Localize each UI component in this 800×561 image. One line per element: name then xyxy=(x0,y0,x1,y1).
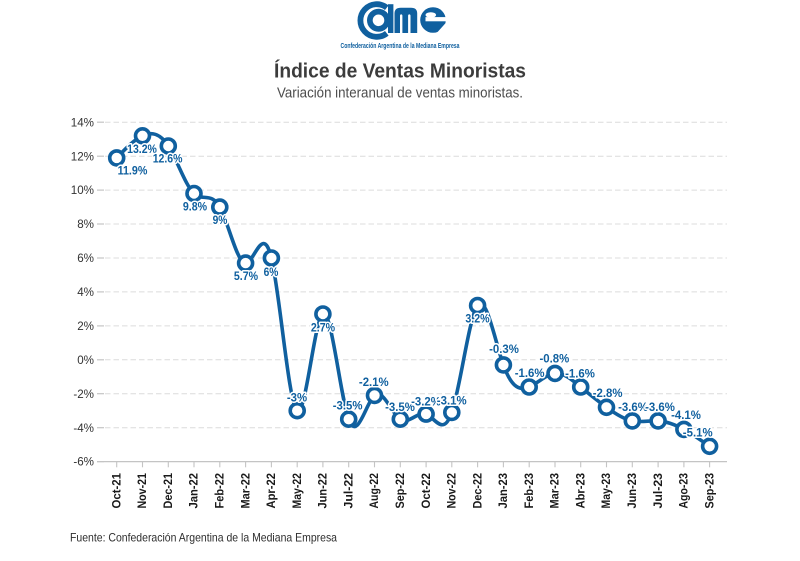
svg-text:2%: 2% xyxy=(77,320,94,333)
svg-text:-3.5%: -3.5% xyxy=(333,401,363,413)
svg-text:Dec-22: Dec-22 xyxy=(471,473,484,509)
svg-text:Abr-23: Abr-23 xyxy=(574,472,587,508)
svg-text:Nov-21: Nov-21 xyxy=(136,473,149,509)
svg-text:2.7%: 2.7% xyxy=(311,323,335,335)
svg-text:12%: 12% xyxy=(71,150,94,163)
svg-text:May-23: May-23 xyxy=(600,473,613,509)
svg-text:6%: 6% xyxy=(264,267,279,279)
svg-text:9%: 9% xyxy=(213,215,228,227)
svg-text:Oct-22: Oct-22 xyxy=(420,473,433,509)
svg-text:-3.2%: -3.2% xyxy=(411,397,441,409)
svg-text:-2.8%: -2.8% xyxy=(593,388,623,400)
svg-text:-0.8%: -0.8% xyxy=(540,354,570,366)
svg-text:Jan-23: Jan-23 xyxy=(497,472,510,508)
svg-text:12.6%: 12.6% xyxy=(153,154,183,166)
svg-text:-1.6%: -1.6% xyxy=(515,368,545,380)
svg-text:Jun-22: Jun-22 xyxy=(317,473,330,509)
svg-text:-3.5%: -3.5% xyxy=(385,402,415,414)
svg-text:-5.1%: -5.1% xyxy=(683,428,713,440)
svg-text:Jul-22: Jul-22 xyxy=(342,473,355,509)
svg-text:-3.6%: -3.6% xyxy=(645,402,675,414)
svg-text:-2%: -2% xyxy=(73,388,94,401)
svg-text:Jan-22: Jan-22 xyxy=(188,473,201,509)
svg-text:-4.1%: -4.1% xyxy=(671,410,701,422)
svg-text:Mar-22: Mar-22 xyxy=(239,473,252,509)
svg-text:Aug-22: Aug-22 xyxy=(368,473,381,509)
svg-text:Confederación Argentina de la: Confederación Argentina de la Mediana Em… xyxy=(341,43,460,50)
svg-text:Variación interanual de ventas: Variación interanual de ventas minorista… xyxy=(277,84,523,101)
svg-text:14%: 14% xyxy=(71,116,94,129)
svg-text:-3.1%: -3.1% xyxy=(437,396,467,408)
svg-text:3.2%: 3.2% xyxy=(465,314,489,326)
svg-text:Sep-22: Sep-22 xyxy=(394,473,407,509)
svg-text:Jul-23: Jul-23 xyxy=(652,472,665,508)
svg-text:4%: 4% xyxy=(77,286,94,299)
svg-text:10%: 10% xyxy=(71,184,94,197)
svg-text:-6%: -6% xyxy=(73,456,94,469)
svg-text:0%: 0% xyxy=(77,354,94,367)
svg-text:-3.6%: -3.6% xyxy=(618,402,648,414)
svg-text:Feb-22: Feb-22 xyxy=(214,473,227,509)
svg-text:8%: 8% xyxy=(77,218,94,231)
svg-text:Oct-21: Oct-21 xyxy=(110,472,123,508)
svg-text:6%: 6% xyxy=(77,252,94,265)
svg-text:Nov-22: Nov-22 xyxy=(446,473,459,509)
svg-text:9.8%: 9.8% xyxy=(183,202,207,214)
svg-text:Índice de Ventas Minoristas: Índice de Ventas Minoristas xyxy=(274,59,526,82)
svg-text:Mar-23: Mar-23 xyxy=(549,472,562,508)
svg-text:Apr-22: Apr-22 xyxy=(265,473,278,509)
svg-text:Feb-23: Feb-23 xyxy=(523,472,536,508)
svg-text:-4%: -4% xyxy=(73,422,94,435)
svg-text:Dec-21: Dec-21 xyxy=(162,472,175,508)
svg-text:Jun-23: Jun-23 xyxy=(626,472,639,508)
svg-text:-1.6%: -1.6% xyxy=(565,369,595,381)
svg-text:Sep-23: Sep-23 xyxy=(703,472,716,508)
svg-text:Fuente: Confederación Argentin: Fuente: Confederación Argentina de la Me… xyxy=(70,531,337,545)
svg-text:May-22: May-22 xyxy=(291,473,304,509)
svg-text:Ago-23: Ago-23 xyxy=(678,473,691,509)
svg-text:-2.1%: -2.1% xyxy=(359,377,389,389)
svg-text:-0.3%: -0.3% xyxy=(489,344,519,356)
svg-text:11.9%: 11.9% xyxy=(118,166,148,178)
svg-text:5.7%: 5.7% xyxy=(234,271,258,283)
svg-text:-3%: -3% xyxy=(287,393,307,405)
svg-text:13.2%: 13.2% xyxy=(127,144,157,156)
